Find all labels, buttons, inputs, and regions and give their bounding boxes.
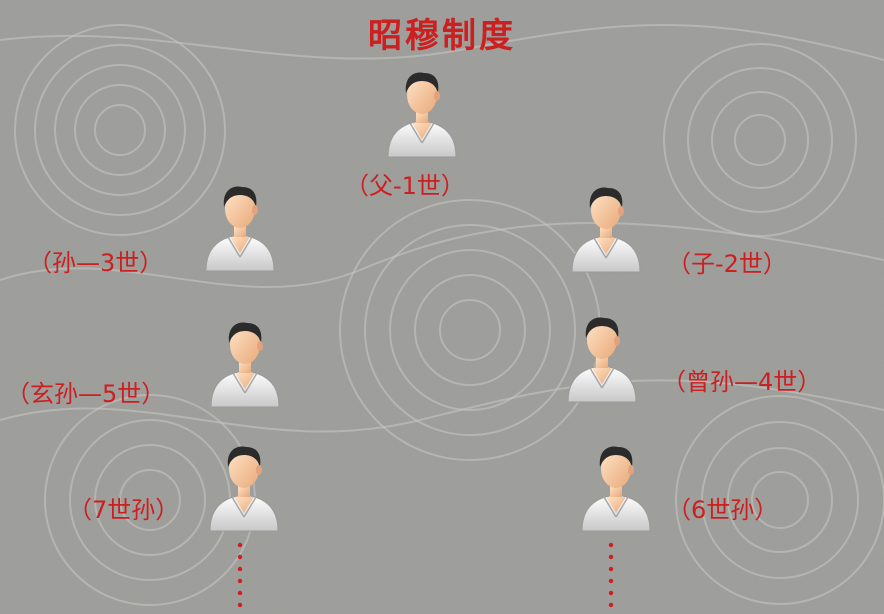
label-son: （子-2世） [667, 250, 787, 278]
person-icon-father [382, 63, 462, 159]
person-icon-son [566, 178, 646, 274]
continuation-dots-right [608, 542, 614, 608]
label-grandson: （孙—3世） [28, 249, 164, 277]
person-icon-grandson [200, 177, 280, 273]
person-icon-sixth [576, 437, 656, 533]
label-father: （父-1世） [345, 172, 465, 200]
person-icon-great-great-grandson [205, 313, 285, 409]
label-seventh: （7世孙） [68, 496, 180, 524]
label-great-grandson: （曾孙—4世） [662, 368, 822, 396]
label-sixth: （6世孙） [667, 496, 779, 524]
person-icon-great-grandson [562, 308, 642, 404]
label-great-great-grandson: （玄孙—5世） [6, 380, 166, 408]
person-icon-seventh [204, 437, 284, 533]
continuation-dots-left [237, 542, 243, 608]
diagram-title: 昭穆制度 [368, 16, 516, 56]
